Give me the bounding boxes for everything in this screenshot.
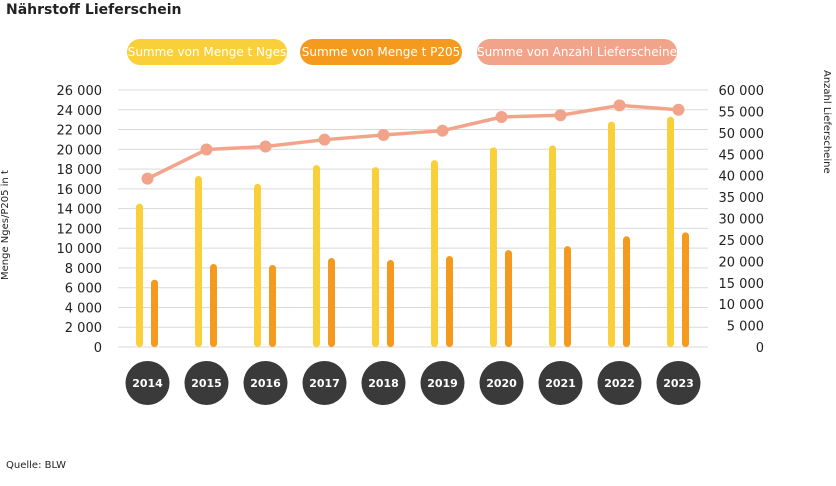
legend-p205: Summe von Menge t P205 [300,39,462,65]
y-tick-left: 26 000 [57,84,103,99]
bar-p205 [269,264,276,347]
y-tick-right: 60 000 [719,84,765,99]
bar-nges [195,175,202,347]
bar-p205 [387,260,394,347]
line-anzahl [146,103,679,181]
year-circle [302,361,347,405]
year-circle [479,361,524,405]
x-tick-label: 2020 [486,377,517,390]
y-tick-right: 35 000 [719,191,765,206]
y-tick-left: 24 000 [57,104,103,119]
bar-p205 [682,232,689,347]
bar-nges [372,167,379,347]
y-tick-left: 18 000 [57,163,103,178]
y-tick-left: 12 000 [57,222,103,237]
point-anzahl [672,103,685,116]
bar-p205 [151,279,158,347]
bar-p205 [210,263,217,347]
bar-nges [254,183,261,347]
bar-p205 [623,236,630,347]
y-tick-left: 2 000 [65,321,102,336]
x-tick-label: 2021 [545,377,576,390]
year-circle [243,361,288,405]
point-anzahl [554,109,567,122]
bar-nges [549,145,556,347]
year-circle [420,361,465,405]
point-anzahl [200,143,213,156]
x-tick-label: 2017 [309,377,340,390]
y-tick-right: 30 000 [719,213,765,228]
year-circle [597,361,642,405]
point-anzahl [613,99,626,112]
y-tick-left: 8 000 [65,262,102,277]
bar-p205 [328,258,335,347]
x-tick-label: 2023 [663,377,694,390]
bar-nges [431,160,438,347]
year-circle [184,361,229,405]
bar-nges [136,203,143,347]
y-tick-right: 40 000 [719,170,765,185]
point-anzahl [259,140,272,153]
year-circle [538,361,583,405]
point-anzahl [141,172,154,185]
year-circle [656,361,701,405]
x-tick-label: 2022 [604,377,635,390]
legend-anzahl: Summe von Anzahl Lieferscheine [477,39,677,65]
x-tick-label: 2019 [427,377,458,390]
bar-p205 [505,250,512,347]
y-tick-right: 45 000 [719,148,765,163]
legend-nges: Summe von Menge t Nges [127,39,287,65]
bar-nges [313,165,320,347]
bar-nges [667,116,674,347]
bar-nges [490,147,497,347]
y-tick-left: 6 000 [65,282,102,297]
y-tick-right: 20 000 [719,255,765,270]
y-tick-left: 22 000 [57,124,103,139]
year-circle [125,361,170,405]
y-tick-right: 5 000 [727,320,764,335]
x-tick-label: 2014 [132,377,163,390]
point-anzahl [495,110,508,123]
year-circle [361,361,406,405]
chart-title: Nährstoff Lieferschein [6,2,182,18]
y-tick-right: 50 000 [719,127,765,142]
y-tick-left: 16 000 [57,183,103,198]
y-tick-left: 10 000 [57,242,103,257]
y-tick-right: 15 000 [719,277,765,292]
y-tick-right: 0 [756,341,764,356]
point-anzahl [377,128,390,141]
point-anzahl [436,124,449,137]
x-tick-label: 2018 [368,377,399,390]
bar-nges [608,121,615,347]
y-tick-right: 25 000 [719,234,765,249]
y-tick-left: 14 000 [57,203,103,218]
y-tick-left: 4 000 [65,301,102,316]
x-tick-label: 2015 [191,377,222,390]
y-tick-left: 0 [94,341,102,356]
source-note: Quelle: BLW [6,460,67,471]
y-tick-right: 10 000 [719,298,765,313]
point-anzahl [318,133,331,146]
y-tick-left: 20 000 [57,143,103,158]
bar-p205 [564,246,571,347]
x-tick-label: 2016 [250,377,281,390]
y-tick-right: 55 000 [719,105,765,120]
bar-p205 [446,256,453,347]
